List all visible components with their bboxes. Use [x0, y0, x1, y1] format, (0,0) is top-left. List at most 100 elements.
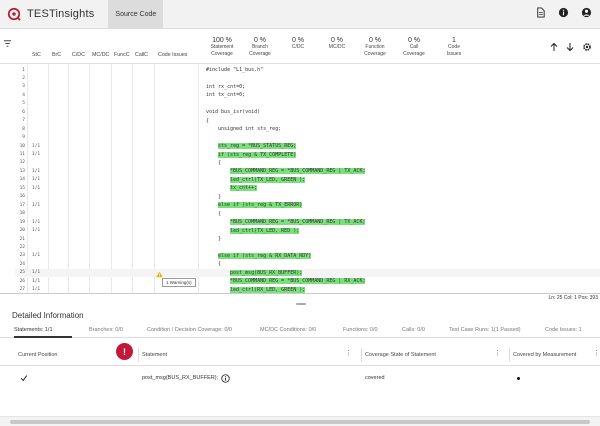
code-line[interactable]: 13 1/1 *BUS_COMMAND_REG = *BUS_COMMAND_REG…: [15, 167, 600, 176]
code-line[interactable]: 12 {: [15, 159, 600, 168]
tab-calls[interactable]: Calls: 0/0: [402, 327, 425, 333]
line-number: 10: [19, 143, 25, 149]
metric-value: 0 %: [291, 37, 305, 44]
code-text: #include "L1_bus.h": [206, 67, 264, 73]
source-code-view[interactable]: 1 #include "L1_bus.h" 2 3 int rx_cnt=0; 4 int …: [15, 64, 600, 293]
tab-source-code-label: Source Code: [115, 10, 157, 18]
filter-menu-icon[interactable]: [3, 39, 12, 48]
account-icon[interactable]: [581, 7, 592, 18]
arrow-down-icon[interactable]: [565, 42, 575, 52]
detail-table-header: Current Position Statement ⋮ Coverage St…: [0, 339, 600, 366]
arrow-up-icon[interactable]: [549, 42, 559, 52]
tab-condition-decision[interactable]: Condition / Decision Coverage: 0/0: [147, 327, 232, 333]
code-line[interactable]: 10 1/1 sts_reg = *BUS_STATUS_REG;: [15, 142, 600, 151]
metric-call-coverage: 0 % Call Coverage: [396, 37, 432, 57]
metric-label: MC/DC: [328, 44, 346, 50]
more-vert-icon[interactable]: ⋮: [593, 350, 600, 357]
code-line[interactable]: 17 1/1 else if (sts_reg & TX_ERROR): [15, 201, 600, 210]
code-line[interactable]: 26 1/1 *BUS_COMMAND_REG = *BUS_COMMAND_REG…: [15, 277, 600, 286]
code-line[interactable]: 20 1/1 led_ctrl(TX_LED, RED );: [15, 227, 600, 236]
line-number: 6: [22, 109, 25, 115]
code-text: int tx_cnt=0;: [206, 92, 246, 99]
code-line[interactable]: 24 {: [15, 260, 600, 269]
code-line[interactable]: 23 1/1 else if (sts_reg & RX_DATA_RDY): [15, 252, 600, 261]
metric-value: 0 %: [368, 37, 382, 44]
th-covered-by-measurement[interactable]: Covered by Measurement: [513, 352, 577, 358]
statement-coverage-cell: 1/1: [32, 177, 41, 183]
more-vert-icon[interactable]: ⋮: [494, 350, 501, 357]
metric-code-issues: 1 Code Issues: [436, 37, 472, 57]
code-line[interactable]: 1 #include "L1_bus.h": [15, 66, 600, 75]
col-header-cdc[interactable]: C/DC: [72, 52, 85, 58]
tab-branches[interactable]: Branches: 0/0: [89, 327, 123, 333]
tab-statements[interactable]: Statements: 1/1: [14, 327, 53, 333]
metric-label: Function: [365, 44, 385, 50]
coverage-summary-bar: StC BrC C/DC MC/DC FuncC CallC Code Issu…: [0, 30, 600, 64]
detail-tabs: Statements: 1/1 Branches: 0/0 Condition …: [0, 323, 600, 338]
code-line[interactable]: 4 int tx_cnt=0;: [15, 91, 600, 100]
code-text: {: [206, 117, 210, 124]
code-line[interactable]: 25 1/1 post_msg(BUS_RX_BUFFER);: [15, 268, 600, 278]
code-line[interactable]: 7{: [15, 117, 600, 126]
metric-label: Call: [409, 44, 419, 50]
code-line[interactable]: 8 unsigned int sts_reg;: [15, 125, 600, 134]
code-line[interactable]: 11 1/1 if (sts_reg & TX_COMPLETE): [15, 151, 600, 160]
metric-label: Statement: [210, 44, 234, 50]
code-line[interactable]: 6 void bus_isr(void): [15, 108, 600, 117]
more-vert-icon[interactable]: ⋮: [345, 350, 352, 357]
info-circle-icon[interactable]: [221, 374, 230, 383]
code-line[interactable]: 22: [15, 243, 600, 252]
code-text: else if (sts_reg & TX_ERROR): [218, 202, 303, 209]
th-statement[interactable]: Statement: [142, 352, 168, 358]
column-divider: [509, 348, 510, 362]
code-line[interactable]: 2: [15, 74, 600, 83]
metric-value: 0 %: [253, 37, 267, 44]
code-line[interactable]: 27 1/1 led_ctrl(RX_LED, GREEN );: [15, 286, 600, 293]
table-row[interactable]: post_msg(BUS_RX_BUFFER); covered: [0, 367, 600, 391]
th-coverage-state[interactable]: Coverage State of Statement: [365, 352, 436, 358]
code-line[interactable]: 19 1/1 *BUS_COMMAND_REG = *BUS_COMMAND_REG…: [15, 218, 600, 227]
check-icon: [20, 375, 28, 382]
statement-coverage-cell: 1/1: [32, 143, 41, 149]
warning-icon[interactable]: [156, 271, 163, 278]
code-line[interactable]: 5: [15, 100, 600, 109]
scrollbar-thumb[interactable]: [10, 420, 590, 424]
col-header-code-issues[interactable]: Code Issues: [158, 52, 188, 58]
col-header-stc[interactable]: StC: [32, 52, 41, 58]
current-position-badge[interactable]: !: [116, 343, 133, 360]
pane-resize-handle[interactable]: [296, 303, 306, 305]
code-line[interactable]: 14 1/1 led_ctrl(TX_LED, GREEN );: [15, 176, 600, 185]
code-text: if (sts_reg & TX_COMPLETE): [218, 151, 297, 158]
column-divider: [154, 64, 155, 293]
metric-value: 0 %: [330, 37, 344, 44]
tab-code-issues[interactable]: Code Issues: 1: [545, 327, 582, 333]
metric-label: Coverage: [249, 50, 271, 57]
code-text: *BUS_COMMAND_REG = *BUS_COMMAND_REG | TX…: [230, 219, 366, 226]
horizontal-scrollbar[interactable]: [0, 416, 600, 426]
tab-mcdc-conditions[interactable]: MC/DC Conditions: 0/0: [260, 327, 317, 333]
code-text: post_msg(BUS_RX_BUFFER);: [230, 269, 303, 276]
code-text: *BUS_COMMAND_REG = *BUS_COMMAND_REG | RX…: [230, 278, 366, 285]
document-icon[interactable]: [535, 7, 546, 18]
col-header-mcdc[interactable]: MC/DC: [92, 52, 110, 58]
tab-test-case-runs[interactable]: Test Case Runs: 1(1 Passed): [449, 327, 521, 333]
th-current-position[interactable]: Current Position: [18, 352, 58, 358]
col-header-callc[interactable]: CallC: [135, 52, 148, 58]
tab-source-code[interactable]: Source Code: [108, 0, 164, 29]
code-line[interactable]: 9: [15, 134, 600, 143]
app-title: TESTinsights: [27, 8, 95, 20]
code-line[interactable]: 15 1/1 tx_cnt++;: [15, 184, 600, 193]
code-line[interactable]: 16}: [15, 193, 600, 202]
code-line[interactable]: 21}: [15, 235, 600, 244]
code-line[interactable]: 18 {: [15, 210, 600, 219]
col-header-brc[interactable]: BrC: [52, 52, 62, 58]
metric-value: 0 %: [407, 37, 421, 44]
col-header-funcc[interactable]: FuncC: [114, 52, 130, 58]
line-number: 25: [19, 270, 25, 276]
gear-icon[interactable]: [582, 42, 592, 52]
code-line[interactable]: 3 int rx_cnt=0;: [15, 83, 600, 92]
tab-functions[interactable]: Functions: 0/0: [343, 327, 378, 333]
line-number: 13: [19, 168, 25, 174]
info-icon[interactable]: [558, 7, 569, 18]
statement-coverage-cell: 1/1: [32, 253, 41, 259]
